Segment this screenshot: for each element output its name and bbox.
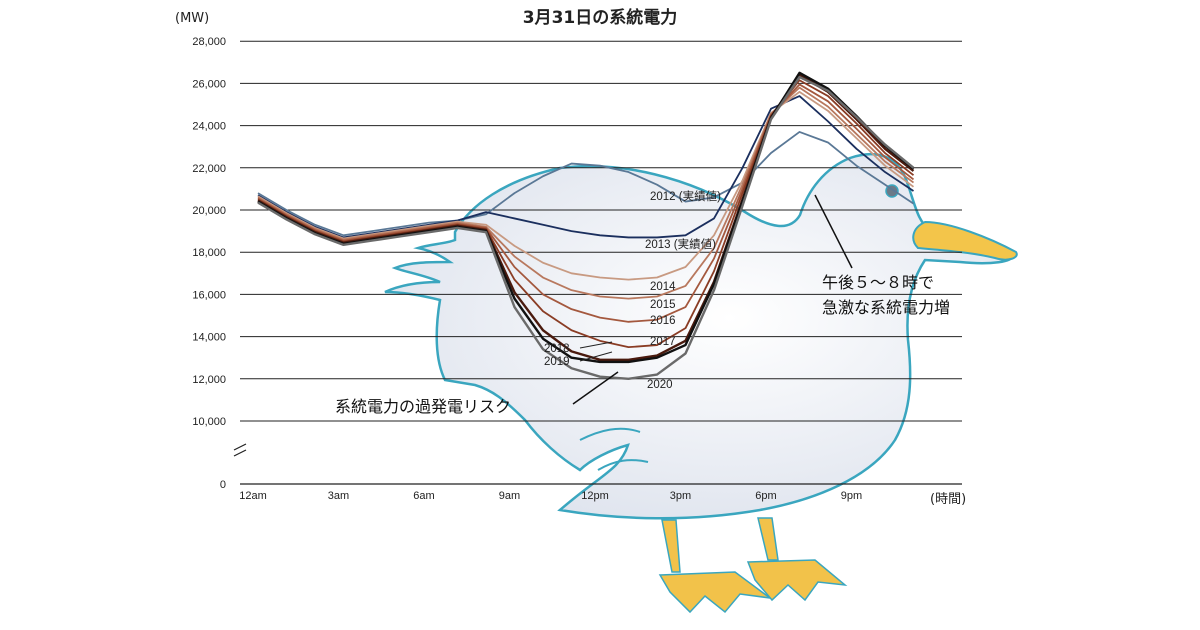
duck-leg-right	[757, 517, 779, 561]
x-tick-label: 6pm	[755, 490, 776, 502]
series-line-2014	[257, 90, 915, 281]
series-label-2015: 2015	[650, 299, 676, 311]
series-line-2020	[257, 75, 915, 380]
annotation-overgeneration: 系統電力の過発電リスク	[335, 397, 511, 416]
y-tick-label: 16,000	[192, 289, 226, 301]
series-label-2016: 2016	[650, 315, 676, 327]
annotations: 午後５～８時で 急激な系統電力増 系統電力の過発電リスク	[335, 194, 950, 416]
series-label-2017: 2017	[650, 336, 676, 348]
series-label-2013: 2013 (実績値)	[645, 237, 716, 251]
chart-title: 3月31日の系統電力	[523, 7, 678, 28]
x-tick-labels: 12am 3am 6am 9am 12pm 3pm 6pm 9pm	[239, 490, 862, 502]
series-line-2012	[257, 131, 914, 237]
axis-break	[233, 443, 247, 457]
y-tick-label: 18,000	[192, 247, 226, 259]
y-tick-label: 28,000	[192, 36, 226, 48]
series-labels: 2012 (実績値) 2013 (実績値) 2014 2015 2016 201…	[544, 189, 721, 391]
y-tick-label: 0	[220, 479, 226, 491]
y-axis-unit: (MW)	[175, 11, 209, 26]
duck-foot-left	[658, 571, 773, 614]
y-tick-label: 20,000	[192, 205, 226, 217]
series-line-2013	[257, 95, 914, 239]
y-tick-label: 10,000	[192, 416, 226, 428]
series-label-2018: 2018	[544, 343, 570, 355]
duck-leg-left	[661, 519, 681, 573]
series-line-2016	[257, 83, 915, 323]
y-tick-label: 22,000	[192, 163, 226, 175]
x-tick-label: 3am	[328, 490, 349, 502]
duck-illustration	[384, 153, 1018, 614]
series-line-2015	[257, 86, 915, 300]
duck-foot-right	[746, 559, 848, 602]
y-tick-label: 14,000	[192, 332, 226, 344]
y-tick-label: 24,000	[192, 121, 226, 133]
series-label-2020: 2020	[647, 379, 673, 391]
series-label-2019: 2019	[544, 356, 570, 368]
x-tick-label: 12am	[239, 490, 267, 502]
grid-lines	[240, 40, 962, 422]
y-tick-labels: 28,000 26,000 24,000 22,000 20,000 18,000 16,0…	[192, 36, 226, 491]
x-tick-label: 12pm	[581, 490, 609, 502]
annotation-evening-ramp-line2: 急激な系統電力増	[822, 298, 950, 317]
x-tick-label: 6am	[413, 490, 434, 502]
x-tick-label: 9pm	[841, 490, 862, 502]
duck-beak	[912, 220, 1018, 261]
annotation-evening-ramp-line1: 午後５～８時で	[822, 273, 934, 292]
x-axis-unit: (時間)	[930, 492, 966, 507]
y-tick-label: 12,000	[192, 374, 226, 386]
series-label-2012: 2012 (実績値)	[650, 189, 721, 203]
series-lines	[257, 71, 915, 380]
series-label-2014: 2014	[650, 281, 676, 293]
x-tick-label: 3pm	[670, 490, 691, 502]
y-tick-label: 26,000	[192, 78, 226, 90]
x-tick-label: 9am	[499, 490, 520, 502]
